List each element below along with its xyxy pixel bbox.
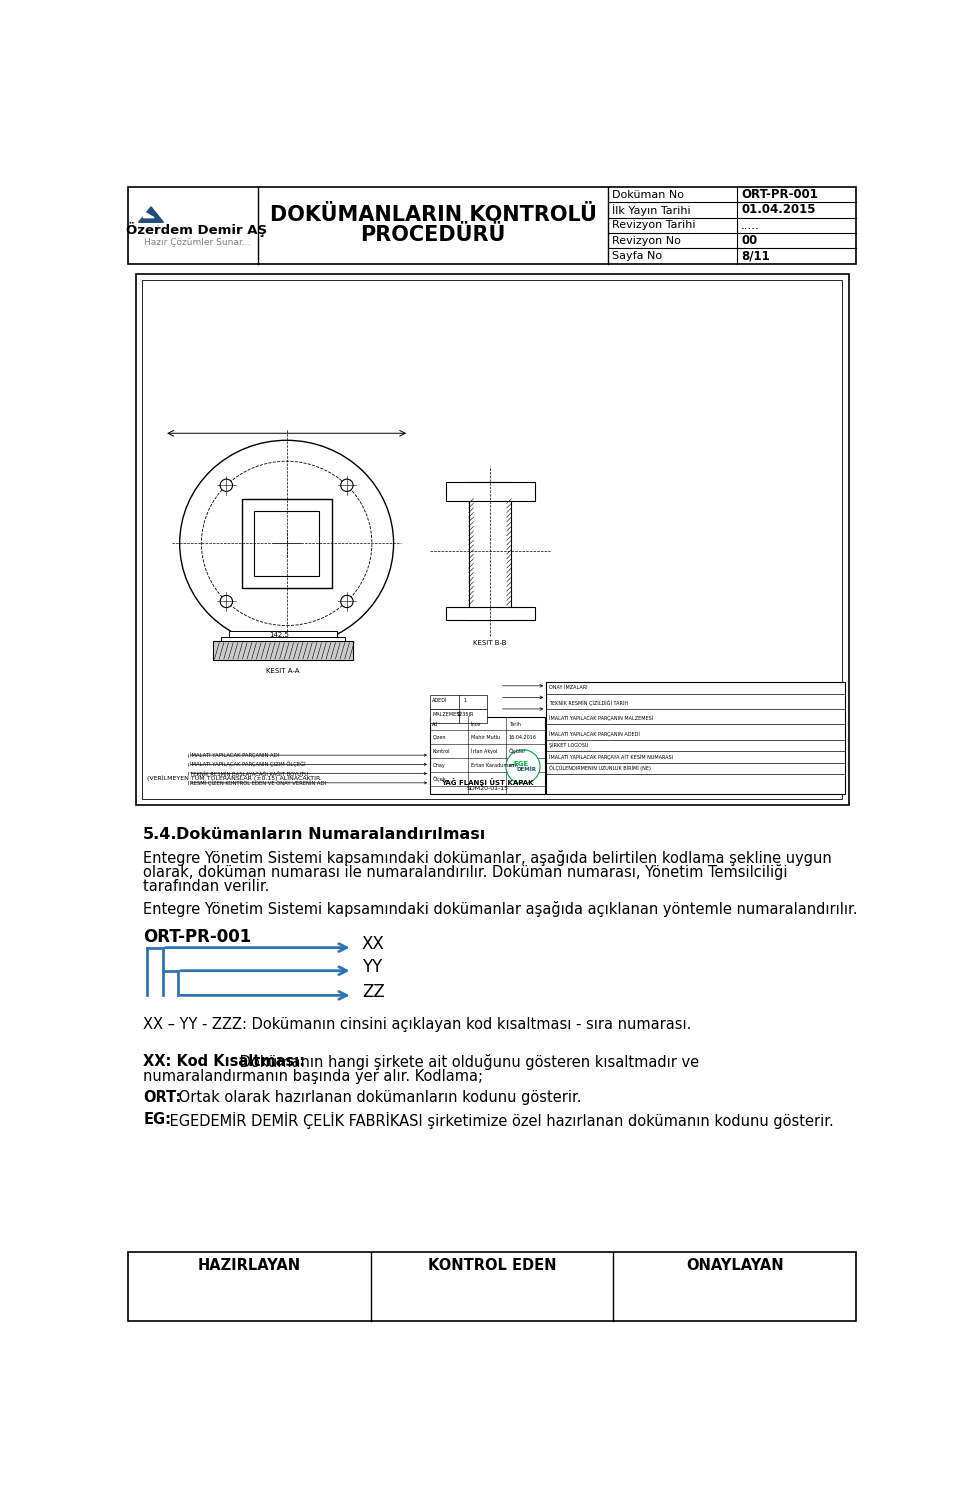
Bar (468, 482, 512, 621)
Text: olarak, doküman numarası ile numaralandırılır. Doküman numarası, Yönetim Temsilc: olarak, doküman numarası ile numaralandı… (143, 864, 788, 881)
Circle shape (341, 479, 353, 491)
Bar (546, 682, 845, 794)
Text: Entegre Yönetim Sistemi kapsamındaki dokümanlar aşağıda açıklanan yöntemle numar: Entegre Yönetim Sistemi kapsamındaki dok… (143, 902, 857, 917)
Text: İMALATI YAPILACAK PARÇANIN ADI: İMALATI YAPILACAK PARÇANIN ADI (190, 752, 278, 758)
Text: İnce: İnce (470, 721, 481, 727)
Text: Revizyon Tarihi: Revizyon Tarihi (612, 221, 696, 230)
Text: MALZEMESİ: MALZEMESİ (432, 712, 461, 717)
Polygon shape (138, 208, 163, 222)
Text: XX: XX (362, 935, 385, 953)
Text: numaralandırmanın başında yer alır. Kodlama;: numaralandırmanın başında yer alır. Kodl… (143, 1069, 483, 1084)
Text: İMALATI YAPILACAK PARÇANIN MALZEMESİ: İMALATI YAPILACAK PARÇANIN MALZEMESİ (548, 715, 653, 721)
Bar (128, 187, 856, 264)
Text: Onay: Onay (432, 763, 445, 769)
Text: 5.4.: 5.4. (143, 827, 178, 842)
Text: S235JR: S235JR (456, 712, 473, 717)
Bar (128, 1251, 856, 1321)
Text: 142.5: 142.5 (269, 632, 289, 638)
Text: KESIT B-B: KESIT B-B (473, 639, 507, 645)
Text: XX: Kod Kısaltması:: XX: Kod Kısaltması: (143, 1054, 305, 1069)
Bar (213, 640, 352, 660)
Text: DEMİR: DEMİR (516, 767, 537, 772)
Text: ORT:: ORT: (143, 1090, 181, 1105)
Text: 00: 00 (741, 234, 757, 248)
Text: PROCEDÜRÜ: PROCEDÜRÜ (360, 225, 506, 245)
Text: Revizyon No: Revizyon No (612, 236, 681, 246)
Bar (430, 709, 488, 723)
Text: mm: mm (509, 763, 518, 769)
Text: YAĞ FLANŞI ÜST KAPAK: YAĞ FLANŞI ÜST KAPAK (441, 778, 534, 785)
Bar (135, 273, 849, 805)
Text: RESMİ ÇİZEN KONTROL EDEN VE ONAY VERENİN ADI: RESMİ ÇİZEN KONTROL EDEN VE ONAY VERENİN… (190, 779, 325, 785)
Text: YY: YY (362, 959, 382, 976)
Text: Ölçüler: Ölçüler (509, 748, 526, 754)
Text: TEKNİK RESMİN ÇİZİLDİĞİ TARİH: TEKNİK RESMİN ÇİZİLDİĞİ TARİH (548, 700, 628, 706)
Ellipse shape (263, 520, 310, 566)
Circle shape (506, 749, 540, 784)
Text: .....: ..... (741, 219, 759, 231)
Bar (242, 499, 331, 588)
Text: İlk Yayın Tarihi: İlk Yayın Tarihi (612, 205, 691, 216)
Bar (254, 511, 319, 576)
Text: ŞİRKET LOGOSU: ŞİRKET LOGOSU (548, 742, 588, 748)
Text: KESIT A-A: KESIT A-A (266, 667, 300, 675)
Text: EGEDEMİR DEMİR ÇELİK FABRİKASI şirketimize özel hazırlanan dokümanın kodunu göst: EGEDEMİR DEMİR ÇELİK FABRİKASI şirketimi… (165, 1112, 833, 1129)
Bar (430, 696, 488, 709)
Text: TEKNİK RESMİN BAŞLAYACAĞI KAĞIT BOYUTU: TEKNİK RESMİN BAŞLAYACAĞI KAĞIT BOYUTU (190, 770, 308, 776)
Text: ORT-PR-001: ORT-PR-001 (741, 188, 818, 202)
Bar (221, 638, 345, 640)
Text: DOKÜMANLARIN KONTROLÜ: DOKÜMANLARIN KONTROLÜ (270, 206, 596, 225)
Text: EGE: EGE (514, 760, 529, 766)
Bar (445, 606, 535, 621)
Bar (445, 482, 535, 502)
Text: Mahir Mutlu: Mahir Mutlu (470, 736, 500, 741)
Text: Tarih: Tarih (509, 721, 520, 727)
Bar (142, 281, 842, 799)
Text: ONAYLAYAN: ONAYLAYAN (686, 1259, 783, 1274)
Text: İrfan Akyol: İrfan Akyol (470, 748, 497, 754)
Text: SDM20-01-15: SDM20-01-15 (467, 787, 509, 791)
Bar (430, 717, 544, 794)
Text: EG:: EG: (143, 1112, 171, 1127)
Text: HAZIRLAYAN: HAZIRLAYAN (198, 1259, 300, 1274)
Text: ORT-PR-001: ORT-PR-001 (143, 929, 252, 947)
Text: Dokümanların Numaralandırılması: Dokümanların Numaralandırılması (176, 827, 485, 842)
Text: Ortak olarak hazırlanan dokümanların kodunu gösterir.: Ortak olarak hazırlanan dokümanların kod… (175, 1090, 582, 1105)
Text: ONAY İMZALARI: ONAY İMZALARI (548, 685, 588, 690)
Text: ADEDİ: ADEDİ (432, 697, 447, 703)
Text: Ölçek: Ölçek (432, 776, 446, 782)
Text: 1: 1 (464, 697, 467, 703)
Polygon shape (143, 212, 155, 218)
Bar (228, 632, 337, 638)
Text: Doküman No: Doküman No (612, 190, 684, 200)
Text: Ad: Ad (432, 721, 439, 727)
Text: İMALATI YAPILACAK PARÇANIN ADEDİ: İMALATI YAPILACAK PARÇANIN ADEDİ (548, 732, 639, 736)
Text: tarafından verilir.: tarafından verilir. (143, 879, 270, 894)
Text: Dokümanın hangi şirkete ait olduğunu gösteren kısaltmadır ve: Dokümanın hangi şirkete ait olduğunu gös… (234, 1054, 699, 1070)
Circle shape (220, 596, 232, 608)
Text: 8/11: 8/11 (741, 249, 770, 263)
Text: Hazır Çözümler Sunar...: Hazır Çözümler Sunar... (144, 237, 250, 246)
Circle shape (220, 479, 232, 491)
Text: ZZ: ZZ (362, 982, 385, 1000)
Text: KONTROL EDEN: KONTROL EDEN (428, 1259, 556, 1274)
Text: Entegre Yönetim Sistemi kapsamındaki dokümanlar, aşağıda belirtilen kodlama şekl: Entegre Yönetim Sistemi kapsamındaki dok… (143, 850, 832, 866)
Text: Ertan Karaduman: Ertan Karaduman (470, 763, 514, 769)
Text: İMALATI YAPILACAK PARÇAYA AİT KESİM NUMARASI: İMALATI YAPILACAK PARÇAYA AİT KESİM NUMA… (548, 754, 673, 760)
Text: ÖLÇÜLENDIRMENIN UZUNLUK BİRİMİ (NE): ÖLÇÜLENDIRMENIN UZUNLUK BİRİMİ (NE) (548, 766, 651, 772)
Ellipse shape (254, 511, 319, 576)
Text: (VERİLMEYEN TÜM TOLERANSLAR (±0.15) ALINACAKTIR.: (VERİLMEYEN TÜM TOLERANSLAR (±0.15) ALIN… (147, 775, 323, 781)
Text: 16.04.2016: 16.04.2016 (509, 736, 537, 741)
Text: XX – YY - ZZZ: Dokümanın cinsini açıklayan kod kısaltması - sıra numarası.: XX – YY - ZZZ: Dokümanın cinsini açıklay… (143, 1017, 691, 1032)
Circle shape (341, 596, 353, 608)
Text: Sayfa No: Sayfa No (612, 251, 662, 261)
Text: İMALATI YAPILACAK PARÇANIN ÇIZIM ÖLÇEĞİ: İMALATI YAPILACAK PARÇANIN ÇIZIM ÖLÇEĞİ (190, 761, 305, 767)
Text: Kontrol: Kontrol (432, 749, 450, 754)
Text: Özerdem Demir AŞ: Özerdem Demir AŞ (126, 221, 267, 237)
Text: 01.04.2015: 01.04.2015 (741, 203, 816, 216)
Text: Çizen: Çizen (432, 736, 445, 741)
